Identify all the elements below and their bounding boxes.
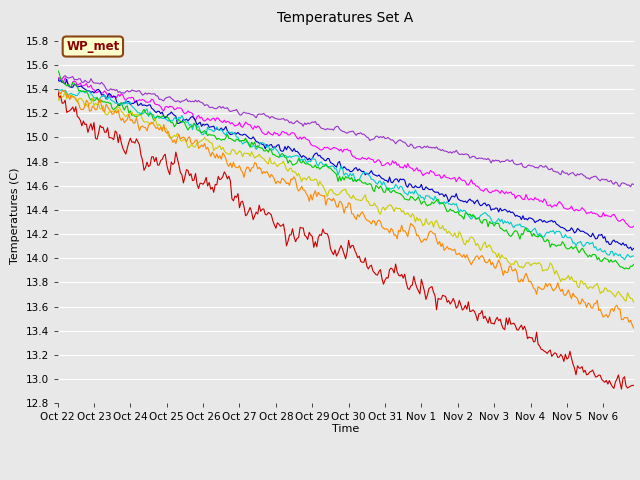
Title: Temperatures Set A: Temperatures Set A <box>278 11 413 25</box>
TC_A +12cm <box>427 285 435 290</box>
TC_A -4cm <box>58 86 66 92</box>
Y-axis label: Temperatures (C): Temperatures (C) <box>10 168 20 264</box>
TC_A +8cm <box>630 325 637 331</box>
TC_A -32cm <box>61 73 69 79</box>
TC_A -32cm <box>630 181 637 187</box>
TC_A +12cm <box>630 383 637 388</box>
TC_A +12cm <box>618 386 625 392</box>
Line: TC_A -2cm: TC_A -2cm <box>58 70 634 269</box>
TC_A +8cm <box>213 151 221 157</box>
TC_A -2cm <box>77 87 84 93</box>
Line: TC_A +4cm: TC_A +4cm <box>58 91 634 302</box>
TC_A +4cm <box>139 117 147 122</box>
TC_A -32cm <box>422 144 430 150</box>
TC_A -32cm <box>627 184 634 190</box>
TC_A +12cm <box>502 315 510 321</box>
TC_A +4cm <box>78 96 86 102</box>
TC_A +8cm <box>78 107 86 112</box>
TC_A -2cm <box>420 198 428 204</box>
TC_A -8cm <box>77 83 84 89</box>
TC_A -32cm <box>54 75 61 81</box>
TC_A -2cm <box>54 67 61 73</box>
TC_A -32cm <box>428 145 436 151</box>
TC_A -4cm <box>428 195 436 201</box>
Line: TC_A +8cm: TC_A +8cm <box>58 91 634 328</box>
Line: TC_A -8cm: TC_A -8cm <box>58 79 634 250</box>
X-axis label: Time: Time <box>332 424 359 433</box>
TC_A -2cm <box>502 227 510 233</box>
TC_A -4cm <box>213 124 221 130</box>
TC_A +4cm <box>428 219 436 225</box>
TC_A +12cm <box>77 118 84 123</box>
TC_A -2cm <box>630 262 637 267</box>
TC_A -4cm <box>621 257 628 263</box>
TC_A +8cm <box>428 229 436 235</box>
TC_A -4cm <box>422 192 430 198</box>
TC_A -32cm <box>213 106 221 111</box>
Text: WP_met: WP_met <box>67 40 120 53</box>
TC_A -4cm <box>139 111 147 117</box>
TC_A -32cm <box>504 157 511 163</box>
TC_A +8cm <box>139 123 147 129</box>
TC_A +12cm <box>211 181 219 187</box>
TC_A +12cm <box>137 152 145 158</box>
TC_A +4cm <box>61 88 69 94</box>
TC_A -2cm <box>137 112 145 118</box>
TC_A -2cm <box>427 202 435 208</box>
Line: TC_A +12cm: TC_A +12cm <box>58 90 634 389</box>
TC_A -8cm <box>628 247 636 253</box>
TC_A -16cm <box>137 97 145 103</box>
TC_A +4cm <box>213 145 221 151</box>
TC_A -16cm <box>211 118 219 124</box>
TC_A -8cm <box>420 187 428 192</box>
TC_A +12cm <box>54 87 61 93</box>
TC_A -4cm <box>54 87 61 93</box>
TC_A +8cm <box>58 88 66 94</box>
TC_A -16cm <box>630 224 637 229</box>
TC_A -8cm <box>630 245 637 251</box>
TC_A -8cm <box>502 207 510 213</box>
TC_A -4cm <box>504 219 511 225</box>
TC_A +4cm <box>54 95 61 100</box>
TC_A -16cm <box>427 168 435 173</box>
TC_A -4cm <box>78 89 86 95</box>
TC_A -16cm <box>628 225 636 230</box>
TC_A -32cm <box>78 79 86 85</box>
TC_A -8cm <box>427 187 435 192</box>
TC_A +4cm <box>504 258 511 264</box>
Line: TC_A -16cm: TC_A -16cm <box>58 78 634 228</box>
TC_A -4cm <box>630 253 637 259</box>
TC_A -8cm <box>211 127 219 132</box>
TC_A -16cm <box>502 189 510 195</box>
TC_A -2cm <box>621 266 628 272</box>
TC_A -8cm <box>54 76 61 82</box>
TC_A -32cm <box>139 92 147 98</box>
Line: TC_A -32cm: TC_A -32cm <box>58 76 634 187</box>
TC_A -16cm <box>54 75 61 81</box>
TC_A +8cm <box>54 94 61 100</box>
TC_A -2cm <box>211 133 219 139</box>
TC_A +12cm <box>420 288 428 294</box>
TC_A +8cm <box>504 269 511 275</box>
Line: TC_A -4cm: TC_A -4cm <box>58 89 634 260</box>
TC_A +4cm <box>422 216 430 221</box>
TC_A -8cm <box>137 100 145 106</box>
TC_A +8cm <box>422 238 430 243</box>
TC_A -16cm <box>420 171 428 177</box>
TC_A +4cm <box>630 300 637 305</box>
TC_A -16cm <box>77 80 84 86</box>
